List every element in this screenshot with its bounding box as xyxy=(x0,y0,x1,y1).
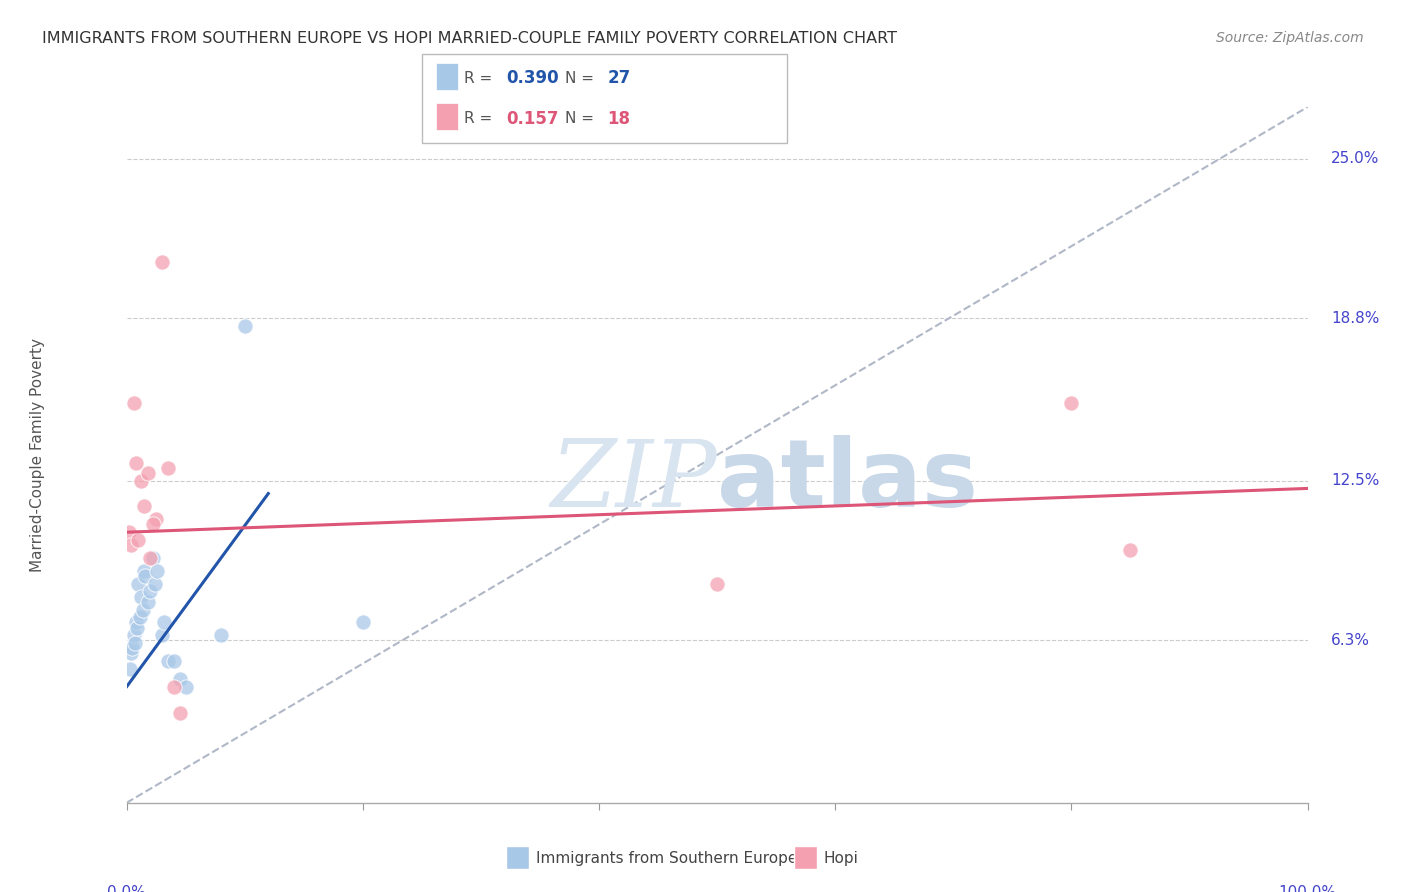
Point xyxy=(136,595,159,609)
Text: 100.0%: 100.0% xyxy=(1278,885,1337,892)
Point xyxy=(120,662,142,676)
Point xyxy=(156,654,179,668)
Point xyxy=(127,533,149,547)
Point xyxy=(120,646,142,660)
Point xyxy=(1119,543,1142,558)
Text: Married-Couple Family Poverty: Married-Couple Family Poverty xyxy=(31,338,45,572)
Text: 0.157: 0.157 xyxy=(506,110,558,128)
Text: 27: 27 xyxy=(607,70,631,87)
Point xyxy=(139,551,162,566)
Text: N =: N = xyxy=(565,112,599,126)
Point xyxy=(129,590,152,604)
Point xyxy=(134,564,156,578)
Point xyxy=(127,576,149,591)
Point xyxy=(150,254,173,268)
Point xyxy=(141,551,163,566)
Text: ZIP: ZIP xyxy=(550,435,717,525)
Point xyxy=(141,517,163,532)
Point xyxy=(1060,396,1083,410)
Point xyxy=(174,680,197,694)
Point xyxy=(127,621,149,635)
Text: 18: 18 xyxy=(607,110,630,128)
Point xyxy=(233,319,256,334)
Point xyxy=(169,706,191,720)
Point xyxy=(132,602,155,616)
Point xyxy=(122,396,145,410)
Text: Hopi: Hopi xyxy=(824,851,859,865)
Text: atlas: atlas xyxy=(717,434,979,526)
Text: 12.5%: 12.5% xyxy=(1331,473,1379,488)
Point xyxy=(153,615,176,630)
Text: 0.0%: 0.0% xyxy=(107,885,146,892)
Point xyxy=(134,569,156,583)
Point xyxy=(139,584,162,599)
Point xyxy=(120,538,142,552)
Point xyxy=(150,628,173,642)
Point xyxy=(169,672,191,686)
Point xyxy=(143,576,166,591)
Point xyxy=(118,525,141,540)
Point xyxy=(145,512,167,526)
Text: IMMIGRANTS FROM SOUTHERN EUROPE VS HOPI MARRIED-COUPLE FAMILY POVERTY CORRELATIO: IMMIGRANTS FROM SOUTHERN EUROPE VS HOPI … xyxy=(42,31,897,46)
Point xyxy=(146,564,169,578)
Text: N =: N = xyxy=(565,71,599,86)
Text: Immigrants from Southern Europe: Immigrants from Southern Europe xyxy=(536,851,797,865)
Point xyxy=(125,615,148,630)
Point xyxy=(134,500,156,514)
Point xyxy=(209,628,232,642)
Point xyxy=(128,610,150,624)
Text: 6.3%: 6.3% xyxy=(1331,633,1371,648)
Point xyxy=(122,628,145,642)
Point xyxy=(156,460,179,475)
Text: 25.0%: 25.0% xyxy=(1331,151,1379,166)
Text: 18.8%: 18.8% xyxy=(1331,310,1379,326)
Point xyxy=(352,615,374,630)
Point xyxy=(125,456,148,470)
Text: R =: R = xyxy=(464,112,498,126)
Point xyxy=(124,636,146,650)
Text: R =: R = xyxy=(464,71,498,86)
Point xyxy=(129,474,152,488)
Point xyxy=(706,576,728,591)
Point xyxy=(121,641,143,656)
Text: 0.390: 0.390 xyxy=(506,70,558,87)
Point xyxy=(163,654,186,668)
Point xyxy=(163,680,186,694)
Point xyxy=(136,466,159,480)
Text: Source: ZipAtlas.com: Source: ZipAtlas.com xyxy=(1216,31,1364,45)
